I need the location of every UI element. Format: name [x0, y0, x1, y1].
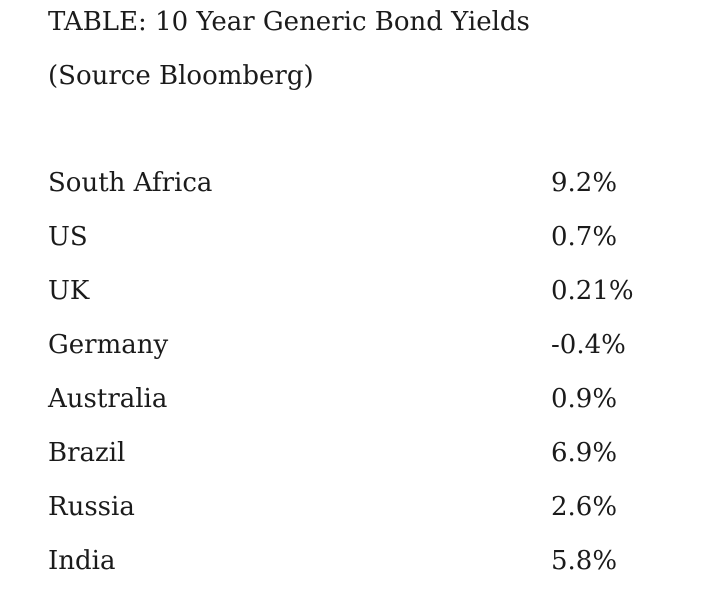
country-label: Germany: [48, 330, 169, 360]
yield-value: 6.9%: [551, 438, 618, 468]
yield-value: -0.4%: [551, 330, 626, 360]
table-row: Brazil 6.9%: [48, 426, 728, 480]
table-row: South Africa 9.2%: [48, 156, 728, 210]
table-row: Russia 2.6%: [48, 480, 728, 534]
table-row: Australia 0.9%: [48, 372, 728, 426]
country-label: South Africa: [48, 168, 213, 198]
yield-value: 9.2%: [551, 168, 618, 198]
yield-value: 5.8%: [551, 546, 618, 576]
country-label: US: [48, 222, 88, 252]
country-label: India: [48, 546, 116, 576]
yield-value: 2.6%: [551, 492, 618, 522]
blank-line: [48, 103, 728, 156]
table-row: UK 0.21%: [48, 264, 728, 318]
yields-table: South Africa 9.2% US 0.7% UK 0.21% Germany -0.4…: [48, 156, 728, 588]
yield-value: 0.9%: [551, 384, 618, 414]
country-label: Brazil: [48, 438, 126, 468]
table-source: (Source Bloomberg): [48, 61, 314, 91]
table-row: US 0.7%: [48, 210, 728, 264]
yield-value: 0.21%: [551, 276, 634, 306]
country-label: Russia: [48, 492, 135, 522]
table-row: Germany -0.4%: [48, 318, 728, 372]
country-label: Australia: [48, 384, 168, 414]
table-title: TABLE: 10 Year Generic Bond Yields: [48, 7, 530, 37]
yield-value: 0.7%: [551, 222, 618, 252]
table-row: India 5.8%: [48, 534, 728, 588]
country-label: UK: [48, 276, 90, 306]
